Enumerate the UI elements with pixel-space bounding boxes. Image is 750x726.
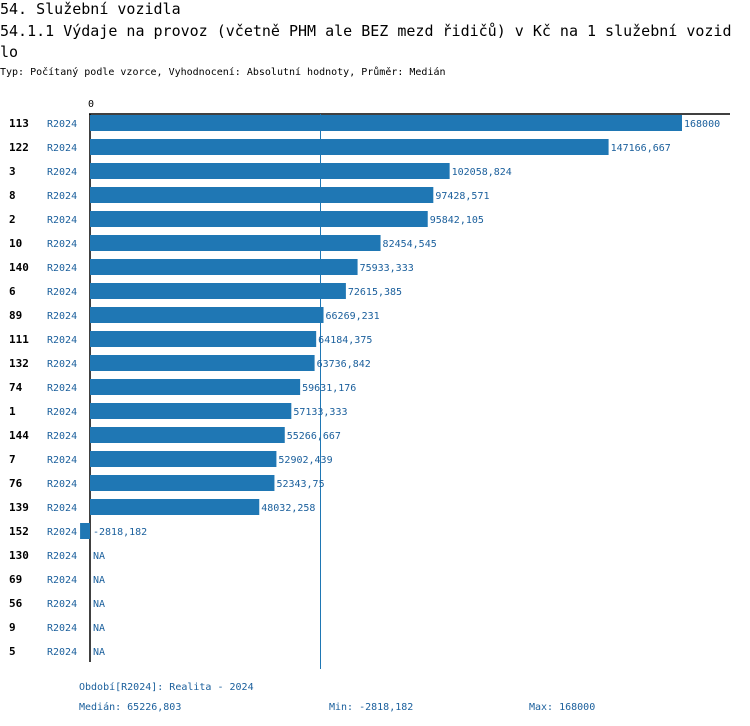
value-label: 97428,571 xyxy=(435,191,489,202)
row-id-label: 76 xyxy=(9,477,23,490)
row-id-label: 113 xyxy=(9,117,29,130)
value-label: 102058,824 xyxy=(452,167,512,178)
value-label: -2818,182 xyxy=(93,527,147,538)
value-label: 64184,375 xyxy=(318,335,372,346)
row-period-label: R2024 xyxy=(47,359,77,370)
row-id-label: 132 xyxy=(9,357,29,370)
row-id-label: 5 xyxy=(9,645,16,658)
bar xyxy=(80,523,90,539)
row-period-label: R2024 xyxy=(47,431,77,442)
row-id-label: 8 xyxy=(9,189,16,202)
row-period-label: R2024 xyxy=(47,455,77,466)
row-id-label: 111 xyxy=(9,333,29,346)
row-period-label: R2024 xyxy=(47,575,77,586)
row-id-label: 69 xyxy=(9,573,22,586)
value-label: 48032,258 xyxy=(261,503,315,514)
row-id-label: 140 xyxy=(9,261,29,274)
row-period-label: R2024 xyxy=(47,215,77,226)
bar xyxy=(90,259,358,275)
row-period-label: R2024 xyxy=(47,383,77,394)
row-id-label: 56 xyxy=(9,597,23,610)
row-period-label: R2024 xyxy=(47,311,77,322)
bar xyxy=(90,187,434,203)
value-label: NA xyxy=(93,623,105,634)
bar xyxy=(90,451,277,467)
bar-chart: 0 113 R2024 168000 122 R2024 147166,667 3 R2024 1… xyxy=(9,99,730,669)
period-note: Období[R2024]: Realita - 2024 xyxy=(79,682,254,693)
bar xyxy=(90,379,301,395)
min-stat: Min: -2818,182 xyxy=(329,702,414,713)
row-id-label: 130 xyxy=(9,549,29,562)
bar xyxy=(90,211,428,227)
row-id-label: 1 xyxy=(9,405,16,418)
max-stat: Max: 168000 xyxy=(529,702,596,713)
row-period-label: R2024 xyxy=(47,503,77,514)
row-period-label: R2024 xyxy=(47,335,77,346)
bar xyxy=(90,355,315,371)
row-id-label: 152 xyxy=(9,525,29,538)
row-period-label: R2024 xyxy=(47,287,77,298)
bar xyxy=(90,307,324,323)
row-id-label: 3 xyxy=(9,165,16,178)
value-label: NA xyxy=(93,647,105,658)
row-period-label: R2024 xyxy=(47,167,77,178)
section-title: 54. Služební vozidla xyxy=(0,0,181,18)
row-id-label: 9 xyxy=(9,621,16,634)
bar xyxy=(90,283,346,299)
bar xyxy=(90,139,609,155)
bar xyxy=(90,403,292,419)
row-period-label: R2024 xyxy=(47,239,77,250)
value-label: 168000 xyxy=(684,119,720,130)
value-label: 57133,333 xyxy=(293,407,347,418)
bar xyxy=(90,235,381,251)
value-label: 66269,231 xyxy=(326,311,380,322)
value-label: 147166,667 xyxy=(611,143,671,154)
row-id-label: 74 xyxy=(9,381,23,394)
value-label: 95842,105 xyxy=(430,215,484,226)
bar xyxy=(90,163,450,179)
row-period-label: R2024 xyxy=(47,647,77,658)
row-id-label: 2 xyxy=(9,213,16,226)
value-label: 82454,545 xyxy=(383,239,437,250)
value-label: 75933,333 xyxy=(360,263,414,274)
value-label: 63736,842 xyxy=(317,359,371,370)
row-period-label: R2024 xyxy=(47,143,77,154)
row-period-label: R2024 xyxy=(47,119,77,130)
row-period-label: R2024 xyxy=(47,599,77,610)
row-id-label: 10 xyxy=(9,237,22,250)
row-id-label: 139 xyxy=(9,501,29,514)
row-period-label: R2024 xyxy=(47,479,77,490)
chart-meta: Typ: Počítaný podle vzorce, Vyhodnocení:… xyxy=(0,67,446,78)
value-label: 52902,439 xyxy=(278,455,332,466)
bar xyxy=(90,331,317,347)
row-period-label: R2024 xyxy=(47,527,77,538)
row-id-label: 7 xyxy=(9,453,16,466)
value-label: 59631,176 xyxy=(302,383,356,394)
value-label: NA xyxy=(93,551,105,562)
row-id-label: 6 xyxy=(9,285,16,298)
row-period-label: R2024 xyxy=(47,551,77,562)
row-id-label: 122 xyxy=(9,141,29,154)
zero-tick-label: 0 xyxy=(88,99,94,110)
bar xyxy=(90,427,285,443)
row-period-label: R2024 xyxy=(47,407,77,418)
bar xyxy=(90,115,682,131)
value-label: NA xyxy=(93,599,105,610)
row-id-label: 144 xyxy=(9,429,29,442)
bar xyxy=(90,499,260,515)
value-label: 72615,385 xyxy=(348,287,402,298)
row-period-label: R2024 xyxy=(47,623,77,634)
chart-title: 54.1.1 Výdaje na provoz (včetně PHM ale … xyxy=(0,22,732,61)
value-label: 55266,667 xyxy=(287,431,341,442)
row-period-label: R2024 xyxy=(47,191,77,202)
row-period-label: R2024 xyxy=(47,263,77,274)
median-stat: Medián: 65226,803 xyxy=(79,702,182,713)
row-id-label: 89 xyxy=(9,309,22,322)
bar xyxy=(90,475,275,491)
value-label: 52343,75 xyxy=(276,479,324,490)
value-label: NA xyxy=(93,575,105,586)
